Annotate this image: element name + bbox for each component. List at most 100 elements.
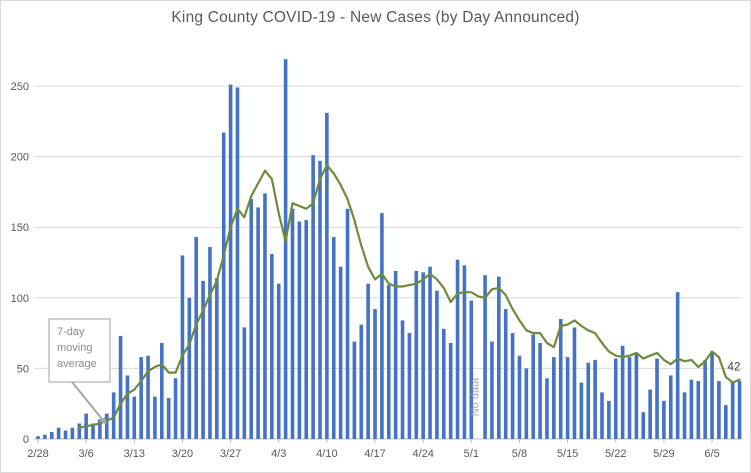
- bar: [613, 358, 618, 439]
- bar: [263, 193, 267, 439]
- bar: [531, 334, 536, 439]
- bar: [634, 352, 639, 439]
- bar: [510, 333, 515, 439]
- bar: [717, 381, 721, 439]
- bar: [359, 324, 364, 439]
- bar: [43, 434, 47, 439]
- bar: [710, 351, 714, 439]
- bar: [737, 381, 742, 439]
- bar: [497, 276, 501, 439]
- bar: [558, 318, 563, 439]
- bar: [668, 375, 673, 439]
- x-axis-label: 3/6: [78, 448, 93, 460]
- bar: [435, 290, 439, 439]
- bar: [483, 275, 487, 439]
- bar: [180, 255, 185, 439]
- bar: [641, 412, 646, 439]
- bar: [187, 297, 192, 439]
- bar: [442, 328, 446, 439]
- bar: [682, 392, 687, 439]
- x-axis-label: 4/3: [271, 448, 286, 460]
- last-value-label: 42: [728, 362, 741, 374]
- bar: [655, 358, 659, 439]
- bar: [538, 342, 542, 439]
- bar: [428, 266, 432, 439]
- bar: [552, 357, 556, 439]
- bar: [56, 427, 61, 439]
- bar: [77, 423, 82, 439]
- bar: [352, 341, 357, 439]
- bar: [49, 431, 54, 439]
- bar: [393, 270, 398, 439]
- bar: [675, 292, 680, 439]
- y-axis-label: 100: [11, 293, 29, 305]
- bar: [689, 379, 694, 439]
- bar: [730, 381, 735, 439]
- bar: [146, 355, 150, 439]
- bar: [448, 342, 453, 439]
- bar: [98, 419, 102, 439]
- bar: [91, 423, 95, 439]
- bar: [407, 333, 412, 439]
- bar: [455, 259, 460, 439]
- x-axis-label: 4/24: [412, 448, 433, 460]
- x-axis-label: 5/29: [653, 448, 674, 460]
- x-axis-label: 5/8: [512, 448, 527, 460]
- bar: [235, 87, 240, 440]
- x-axis-label: 5/1: [464, 448, 479, 460]
- callout-box: [48, 318, 111, 383]
- bar: [703, 359, 707, 439]
- callout-arrow-line: [71, 381, 103, 420]
- bar: [173, 378, 178, 439]
- bar: [517, 355, 522, 439]
- bar: [503, 309, 508, 439]
- bar: [421, 272, 425, 439]
- bar: [380, 213, 384, 439]
- no-data-label: No data: [470, 377, 482, 416]
- bar: [338, 266, 343, 439]
- bar: [242, 327, 247, 439]
- bar: [256, 207, 260, 439]
- bar: [648, 389, 652, 439]
- bar: [545, 378, 549, 439]
- bar: [414, 270, 419, 439]
- bar: [565, 357, 570, 439]
- bar: [490, 341, 494, 439]
- bar: [228, 84, 233, 439]
- bar: [201, 280, 205, 439]
- bar: [270, 254, 274, 439]
- bar: [400, 320, 405, 439]
- bar: [373, 309, 377, 439]
- y-axis-label: 50: [17, 363, 29, 375]
- bar: [325, 112, 329, 439]
- bar: [36, 436, 40, 439]
- bar: [620, 345, 625, 439]
- bar: [118, 335, 123, 439]
- moving-average-line: [78, 164, 741, 429]
- y-axis-label: 0: [23, 434, 29, 446]
- y-axis-label: 250: [11, 81, 29, 93]
- bar: [318, 160, 322, 439]
- bar: [290, 208, 295, 439]
- bar: [194, 237, 198, 439]
- bar: [600, 392, 604, 439]
- bar: [366, 283, 370, 439]
- bar: [63, 430, 68, 439]
- x-axis-label: 3/13: [124, 448, 145, 460]
- x-axis-label: 3/27: [220, 448, 241, 460]
- bar: [524, 368, 529, 439]
- bar: [462, 265, 467, 439]
- chart-title: King County COVID-19 - New Cases (by Day…: [171, 9, 580, 26]
- callout-arrow-head: [99, 416, 107, 425]
- y-axis-label: 200: [11, 152, 29, 164]
- x-axis-label: 5/15: [557, 448, 578, 460]
- bar: [572, 327, 577, 439]
- bar: [345, 208, 350, 439]
- bar: [627, 357, 632, 439]
- bar: [297, 221, 302, 439]
- bar: [331, 237, 336, 439]
- bar: [662, 400, 666, 439]
- callout-text: moving: [57, 342, 92, 354]
- bar: [283, 59, 288, 440]
